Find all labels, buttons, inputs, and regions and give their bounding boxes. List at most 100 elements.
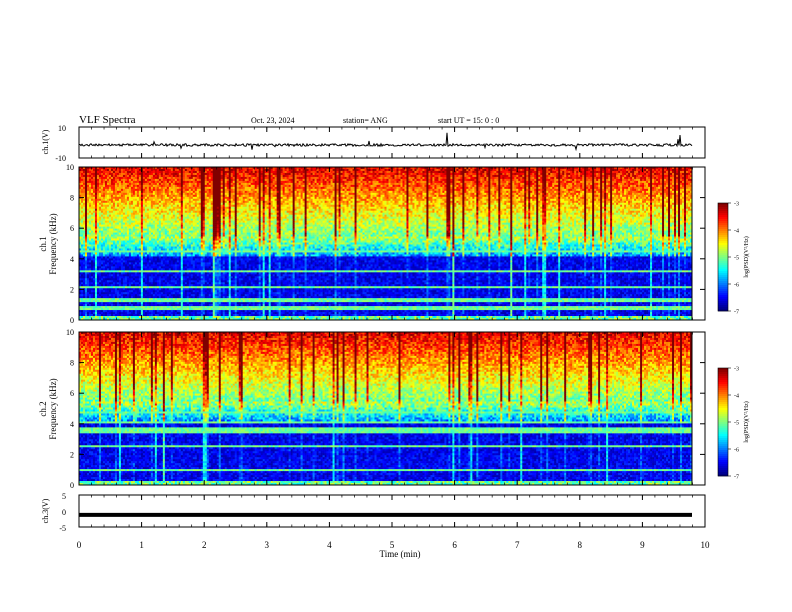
spectrogram-cell (142, 204, 146, 208)
spectrogram-cell (140, 224, 144, 227)
spectrogram-cell (166, 176, 170, 180)
spectrogram-cell (100, 318, 104, 321)
spectrogram-cell (124, 216, 128, 219)
spectrogram-cell (132, 242, 136, 245)
spectrogram-cell (116, 170, 120, 174)
spectrogram-cell (140, 270, 144, 273)
spectrogram-cell (174, 258, 178, 261)
spectrogram-cell (120, 252, 124, 255)
spectrogram-cell (172, 264, 176, 267)
spectrogram-cell (92, 188, 96, 192)
spectrogram-cell (86, 290, 90, 293)
spectrogram-cell (150, 264, 154, 267)
spectrogram-cell (154, 256, 158, 259)
spectrogram-cell (126, 198, 130, 202)
spectrogram-cell (186, 180, 190, 184)
spectrogram-cell (162, 198, 166, 202)
spectrogram-cell (92, 266, 96, 269)
spectrogram-cell (158, 206, 162, 210)
spectrogram-cell (92, 304, 96, 307)
spectrogram-cell (176, 254, 180, 257)
spectrogram-cell (138, 240, 142, 243)
spectrogram-cell (192, 212, 196, 215)
spectrogram-cell (116, 282, 120, 285)
spectrogram-cell (194, 170, 198, 174)
spectrogram-cell (108, 264, 112, 267)
spectrogram-cell (144, 242, 148, 245)
spectrogram-cell (128, 170, 132, 174)
spectrogram-cell (100, 242, 104, 245)
spectrogram-cell (124, 232, 128, 235)
spectrogram-cell (138, 208, 142, 212)
spectrogram-cell (122, 270, 126, 273)
spectrogram-cell (188, 316, 192, 319)
spectrogram-cell (156, 254, 160, 257)
spectrogram-cell (188, 280, 192, 283)
spectrogram-cell (166, 202, 170, 206)
spectrogram-cell (172, 292, 176, 295)
spectrogram-cell (106, 236, 110, 239)
spectrogram-cell (100, 216, 104, 219)
spectrogram-cell (198, 178, 202, 182)
spectrogram-cell (166, 186, 170, 190)
spectrogram-cell (108, 190, 112, 194)
spectrogram-cell (182, 294, 186, 297)
spectrogram-cell (96, 174, 100, 178)
spectrogram-cell (168, 300, 172, 303)
spectrogram-cell (198, 200, 202, 204)
spectrogram-cell (126, 172, 130, 176)
spectrogram-cell (194, 214, 198, 217)
spectrogram-cell (162, 170, 166, 174)
spectrogram-cell (112, 206, 116, 210)
spectrogram-cell (106, 256, 110, 259)
spectrogram-cell (138, 192, 142, 196)
spectrogram-cell (188, 230, 192, 233)
spectrogram-cell (146, 268, 150, 271)
spectrogram-cell (88, 214, 92, 217)
spectrogram-cell (184, 216, 188, 219)
spectrogram-cell (172, 270, 176, 273)
spectrogram-cell (126, 308, 130, 311)
spectrogram-cell (200, 200, 204, 204)
spectrogram-cell (130, 306, 134, 309)
spectrogram-cell (194, 222, 198, 225)
spectrogram-cell (152, 300, 156, 303)
spectrogram-cell (204, 248, 208, 251)
spectrogram-cell (170, 290, 174, 293)
spectrogram-cell (144, 180, 148, 184)
spectrogram-cell (116, 242, 120, 245)
spectrogram-cell (82, 168, 86, 172)
spectrogram-cell (84, 208, 88, 212)
spectrogram-cell (84, 244, 88, 247)
spectrogram-cell (88, 260, 92, 263)
spectrogram-cell (116, 172, 120, 176)
spectrogram-cell (88, 204, 92, 208)
spectrogram-cell (90, 278, 94, 281)
spectrogram-cell (154, 228, 158, 231)
spectrogram-cell (184, 292, 188, 295)
spectrogram-cell (206, 236, 210, 239)
spectrogram-cell (182, 300, 186, 303)
spectrogram-cell (86, 236, 90, 239)
spectrogram-cell (92, 280, 96, 283)
spectrogram-cell (140, 208, 144, 212)
spectrogram-cell (180, 170, 184, 174)
spectrogram-cell (182, 270, 186, 273)
spectrogram-cell (180, 226, 184, 229)
spectrogram-cell (198, 302, 202, 305)
spectrogram-cell (192, 224, 196, 227)
spectrogram-cell (88, 258, 92, 261)
spectrogram-cell (92, 168, 96, 172)
spectrogram-cell (202, 282, 206, 285)
spectrogram-cell (190, 308, 194, 311)
spectrogram-cell (88, 282, 92, 285)
spectrogram-cell (96, 236, 100, 239)
spectrogram-cell (126, 316, 130, 319)
spectrogram-cell (92, 172, 96, 176)
spectrogram-cell (140, 218, 144, 221)
spectrogram-cell (128, 306, 132, 309)
spectrogram-cell (174, 266, 178, 269)
spectrogram-cell (152, 182, 156, 186)
spectrogram-cell (146, 250, 150, 253)
